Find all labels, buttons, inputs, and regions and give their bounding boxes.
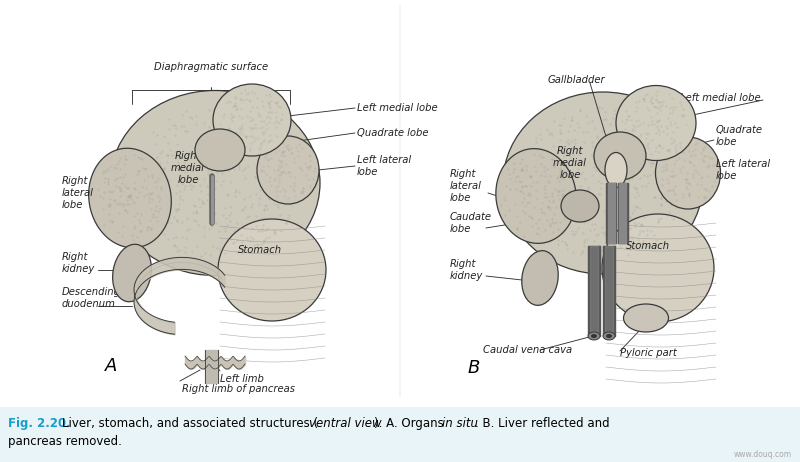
Text: Quadrate lobe: Quadrate lobe <box>357 128 429 138</box>
Text: www.douq.com: www.douq.com <box>734 450 792 459</box>
Ellipse shape <box>603 332 615 340</box>
Ellipse shape <box>213 84 291 156</box>
Text: pancreas removed.: pancreas removed. <box>8 435 122 448</box>
Text: Right
kidney: Right kidney <box>450 259 483 281</box>
Text: Right
medial
lobe: Right medial lobe <box>553 146 587 180</box>
Ellipse shape <box>655 137 721 209</box>
Text: in situ: in situ <box>442 417 478 430</box>
Ellipse shape <box>616 85 696 160</box>
Text: Fig. 2.20.: Fig. 2.20. <box>8 417 70 430</box>
Ellipse shape <box>113 244 151 302</box>
Ellipse shape <box>594 132 646 180</box>
Text: Pyloric part: Pyloric part <box>620 348 677 358</box>
Text: ). A. Organs: ). A. Organs <box>374 417 447 430</box>
Ellipse shape <box>605 152 627 188</box>
Text: Right
lateral
lobe: Right lateral lobe <box>450 170 482 203</box>
Text: Diaphragmatic surface: Diaphragmatic surface <box>154 62 268 72</box>
Text: Gallbladder: Gallbladder <box>548 75 606 85</box>
Ellipse shape <box>218 219 326 321</box>
Text: A: A <box>105 357 118 375</box>
Text: Liver, stomach, and associated structures (: Liver, stomach, and associated structure… <box>62 417 318 430</box>
Text: Right
kidney: Right kidney <box>62 252 95 274</box>
Text: Right
lateral
lobe: Right lateral lobe <box>62 176 94 210</box>
Text: . B. Liver reflected and: . B. Liver reflected and <box>475 417 610 430</box>
Text: Left medial lobe: Left medial lobe <box>680 93 761 103</box>
Text: Stomach: Stomach <box>626 241 670 251</box>
Ellipse shape <box>522 251 558 305</box>
Ellipse shape <box>606 334 612 338</box>
Text: Descending
duodenum: Descending duodenum <box>62 287 121 309</box>
Text: Caudate
lobe: Caudate lobe <box>450 212 492 234</box>
Ellipse shape <box>602 214 714 322</box>
Text: Caudal vena cava: Caudal vena cava <box>483 345 572 355</box>
Text: Right
medial
lobe: Right medial lobe <box>171 152 205 185</box>
Ellipse shape <box>588 332 600 340</box>
Text: Stomach: Stomach <box>238 245 282 255</box>
Ellipse shape <box>195 129 245 171</box>
Text: B: B <box>468 359 480 377</box>
Ellipse shape <box>496 149 576 243</box>
Ellipse shape <box>503 92 703 274</box>
Text: Left medial lobe: Left medial lobe <box>357 103 438 113</box>
Ellipse shape <box>89 148 171 248</box>
Text: Left lateral
lobe: Left lateral lobe <box>716 159 770 181</box>
Ellipse shape <box>110 91 320 275</box>
Text: Left lateral
lobe: Left lateral lobe <box>357 155 411 177</box>
FancyBboxPatch shape <box>0 0 800 407</box>
Text: ventral view: ventral view <box>309 417 382 430</box>
Text: Quadrate
lobe: Quadrate lobe <box>716 125 763 147</box>
Ellipse shape <box>591 334 597 338</box>
Ellipse shape <box>561 190 599 222</box>
Ellipse shape <box>257 136 319 204</box>
Ellipse shape <box>623 304 669 332</box>
Text: Left limb: Left limb <box>220 374 264 384</box>
Text: Right limb of pancreas: Right limb of pancreas <box>182 384 295 394</box>
